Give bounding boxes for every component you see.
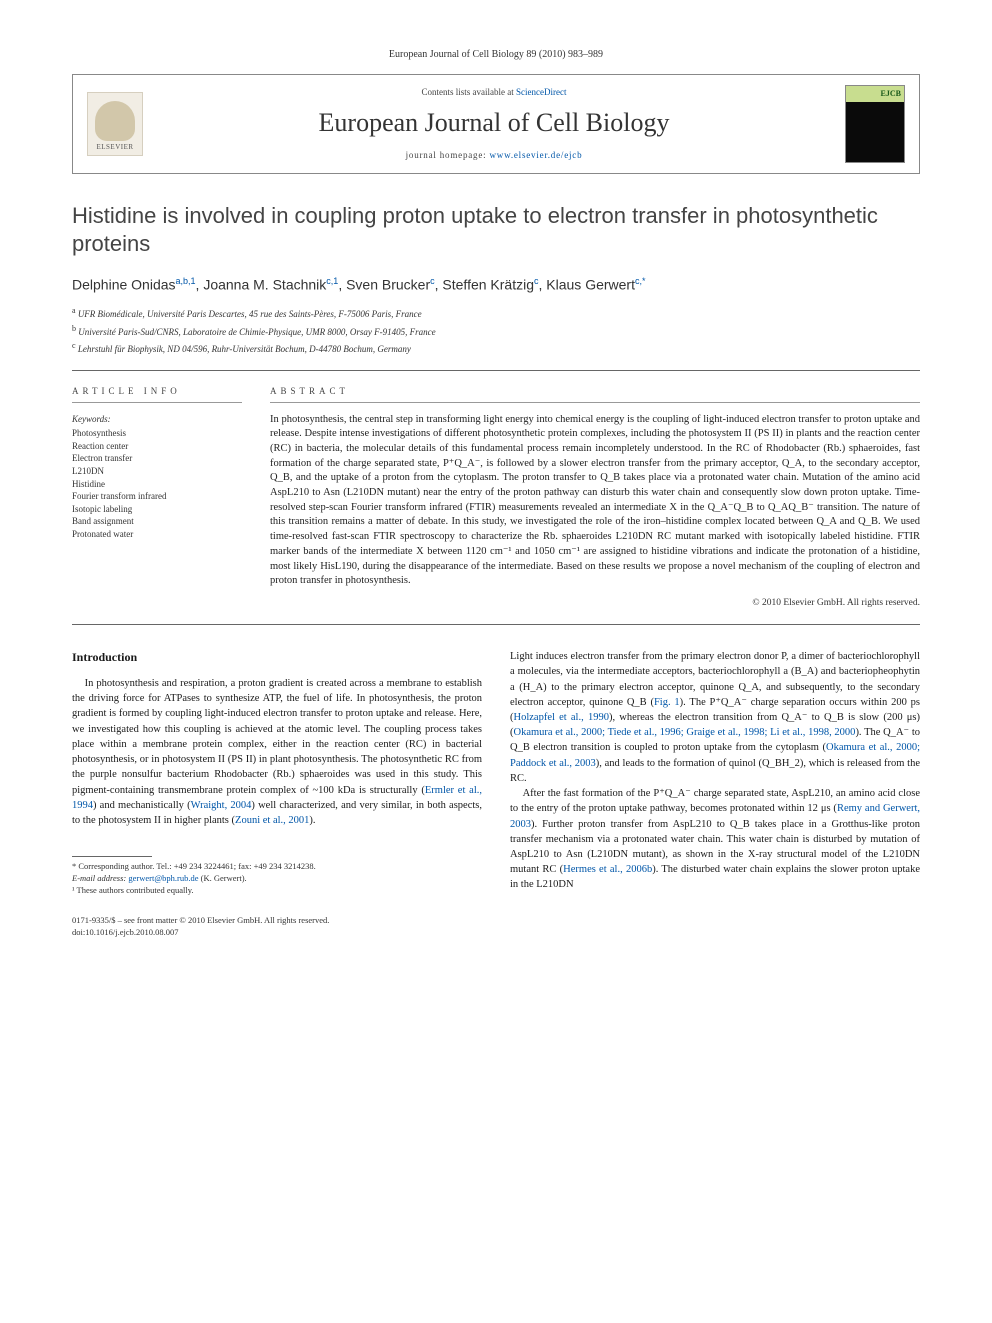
elsevier-tree-icon [95, 101, 135, 141]
journal-name: European Journal of Cell Biology [157, 105, 831, 141]
keyword: L210DN [72, 465, 242, 478]
affiliation-a: a UFR Biomédicale, Université Paris Desc… [72, 305, 920, 321]
keyword: Fourier transform infrared [72, 490, 242, 503]
email-label: E-mail address: [72, 873, 128, 883]
homepage-prefix: journal homepage: [406, 150, 490, 160]
copyright-line: © 2010 Elsevier GmbH. All rights reserve… [270, 597, 920, 610]
journal-reference: European Journal of Cell Biology 89 (201… [72, 48, 920, 62]
abstract-text: In photosynthesis, the central step in t… [270, 413, 920, 589]
elsevier-logo: ELSEVIER [87, 92, 143, 156]
email-suffix: (K. Gerwert). [199, 873, 247, 883]
corresponding-author-note: * Corresponding author. Tel.: +49 234 32… [72, 861, 482, 873]
keyword: Electron transfer [72, 452, 242, 465]
intro-paragraph-1: In photosynthesis and respiration, a pro… [72, 676, 482, 828]
divider [72, 370, 920, 371]
author-list: Delphine Onidasa,b,1, Joanna M. Stachnik… [72, 275, 920, 295]
abstract-label: ABSTRACT [270, 385, 920, 403]
two-column-body: Introduction In photosynthesis and respi… [72, 649, 920, 938]
divider [72, 624, 920, 625]
keyword: Band assignment [72, 515, 242, 528]
equal-contribution-note: ¹ These authors contributed equally. [72, 885, 482, 897]
affiliation-c: c Lehrstuhl für Biophysik, ND 04/596, Ru… [72, 340, 920, 356]
front-matter-line: 0171-9335/$ – see front matter © 2010 El… [72, 915, 482, 927]
left-column: Introduction In photosynthesis and respi… [72, 649, 482, 938]
article-info-column: ARTICLE INFO Keywords: Photosynthesis Re… [72, 385, 242, 610]
introduction-heading: Introduction [72, 649, 482, 666]
introduction-section: Introduction In photosynthesis and respi… [72, 649, 920, 938]
right-column: Light induces electron transfer from the… [510, 649, 920, 938]
article-title: Histidine is involved in coupling proton… [72, 202, 920, 257]
footnote-rule [72, 856, 152, 857]
sciencedirect-link[interactable]: ScienceDirect [516, 87, 566, 97]
keywords-heading: Keywords: [72, 413, 242, 426]
doi-line: doi:10.1016/j.ejcb.2010.08.007 [72, 927, 482, 939]
elsevier-label: ELSEVIER [96, 143, 133, 153]
intro-paragraph-2: Light induces electron transfer from the… [510, 649, 920, 893]
contents-available: Contents lists available at ScienceDirec… [157, 86, 831, 99]
homepage-url[interactable]: www.elsevier.de/ejcb [490, 150, 583, 160]
journal-homepage: journal homepage: www.elsevier.de/ejcb [157, 149, 831, 162]
bottom-metadata: 0171-9335/$ – see front matter © 2010 El… [72, 915, 482, 939]
journal-header: ELSEVIER Contents lists available at Sci… [72, 74, 920, 174]
keyword: Protonated water [72, 528, 242, 541]
affiliations: a UFR Biomédicale, Université Paris Desc… [72, 305, 920, 356]
keyword: Reaction center [72, 440, 242, 453]
cover-abbrev: EJCB [846, 86, 904, 102]
keyword: Photosynthesis [72, 427, 242, 440]
journal-cover-thumbnail: EJCB [845, 85, 905, 163]
footnotes: * Corresponding author. Tel.: +49 234 32… [72, 850, 482, 897]
email-address[interactable]: gerwert@bph.rub.de [128, 873, 198, 883]
email-line: E-mail address: gerwert@bph.rub.de (K. G… [72, 873, 482, 885]
affiliation-b: b Université Paris-Sud/CNRS, Laboratoire… [72, 323, 920, 339]
contents-prefix: Contents lists available at [422, 87, 516, 97]
header-center: Contents lists available at ScienceDirec… [157, 86, 831, 162]
info-abstract-row: ARTICLE INFO Keywords: Photosynthesis Re… [72, 385, 920, 610]
keyword: Histidine [72, 478, 242, 491]
keyword: Isotopic labeling [72, 503, 242, 516]
abstract-column: ABSTRACT In photosynthesis, the central … [270, 385, 920, 610]
article-info-label: ARTICLE INFO [72, 385, 242, 403]
